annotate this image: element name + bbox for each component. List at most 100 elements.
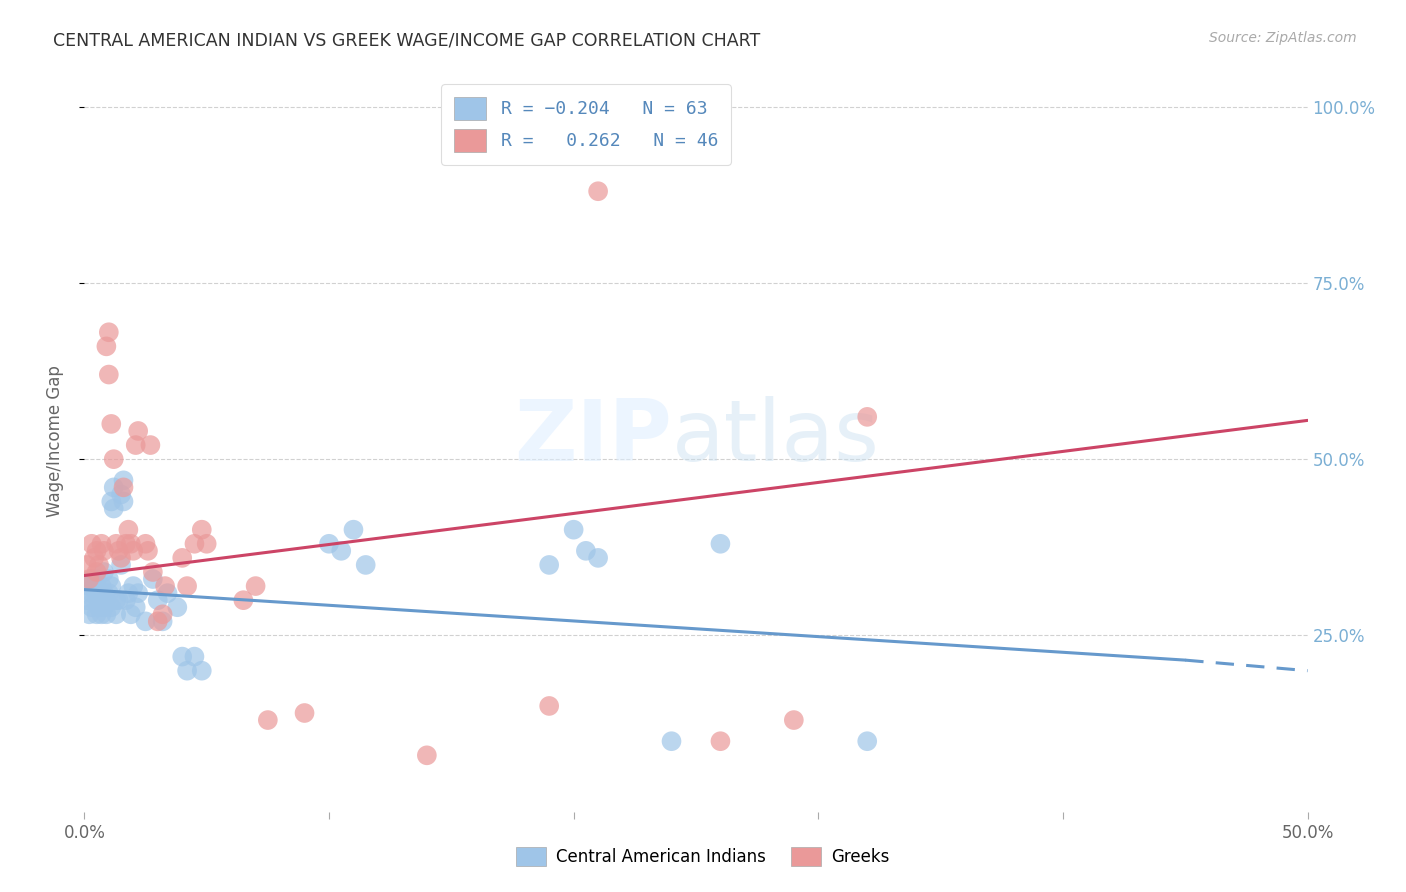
Point — [77, 579, 100, 593]
Legend: R = −0.204   N = 63, R =   0.262   N = 46: R = −0.204 N = 63, R = 0.262 N = 46 — [441, 84, 731, 165]
Point — [80, 537, 103, 551]
Point — [142, 565, 165, 579]
Point — [107, 593, 129, 607]
Point — [97, 325, 120, 339]
Point — [77, 572, 100, 586]
Point — [191, 664, 214, 678]
Point — [110, 550, 132, 565]
Point — [146, 593, 169, 607]
Point — [86, 572, 108, 586]
Point — [416, 748, 439, 763]
Point — [152, 607, 174, 622]
Point — [115, 537, 138, 551]
Point — [294, 706, 316, 720]
Point — [166, 600, 188, 615]
Point — [97, 586, 120, 600]
Point — [136, 544, 159, 558]
Point — [87, 593, 110, 607]
Point — [172, 550, 194, 565]
Point — [191, 523, 214, 537]
Point — [110, 558, 132, 572]
Point — [90, 607, 112, 622]
Point — [575, 544, 598, 558]
Point — [83, 579, 105, 593]
Point — [152, 615, 174, 629]
Point — [135, 537, 157, 551]
Point — [122, 579, 145, 593]
Point — [93, 565, 115, 579]
Point — [156, 586, 179, 600]
Point — [77, 607, 100, 622]
Point — [142, 572, 165, 586]
Point — [125, 438, 148, 452]
Point — [562, 523, 585, 537]
Point — [103, 452, 125, 467]
Text: atlas: atlas — [672, 396, 880, 479]
Point — [115, 593, 138, 607]
Point — [342, 523, 364, 537]
Point — [90, 593, 112, 607]
Point — [112, 494, 135, 508]
Point — [183, 537, 205, 551]
Point — [93, 600, 115, 615]
Point — [856, 409, 879, 424]
Point — [354, 558, 377, 572]
Point — [183, 649, 205, 664]
Point — [100, 417, 122, 431]
Point — [100, 600, 122, 615]
Point — [96, 339, 118, 353]
Text: CENTRAL AMERICAN INDIAN VS GREEK WAGE/INCOME GAP CORRELATION CHART: CENTRAL AMERICAN INDIAN VS GREEK WAGE/IN… — [53, 31, 761, 49]
Point — [76, 593, 98, 607]
Point — [80, 586, 103, 600]
Point — [120, 607, 142, 622]
Point — [105, 593, 128, 607]
Point — [112, 473, 135, 487]
Point — [97, 368, 120, 382]
Point — [127, 424, 149, 438]
Point — [90, 537, 112, 551]
Point — [538, 558, 561, 572]
Point — [586, 550, 609, 565]
Point — [538, 698, 561, 713]
Point — [709, 734, 731, 748]
Point — [87, 558, 110, 572]
Point — [105, 537, 128, 551]
Point — [103, 480, 125, 494]
Point — [330, 544, 353, 558]
Point — [318, 537, 340, 551]
Point — [100, 579, 122, 593]
Point — [586, 184, 609, 198]
Point — [122, 544, 145, 558]
Point — [153, 579, 176, 593]
Point — [709, 537, 731, 551]
Point — [107, 544, 129, 558]
Point — [245, 579, 267, 593]
Point — [117, 586, 139, 600]
Point — [100, 494, 122, 508]
Legend: Central American Indians, Greeks: Central American Indians, Greeks — [510, 840, 896, 873]
Point — [80, 572, 103, 586]
Point — [97, 572, 120, 586]
Point — [80, 600, 103, 615]
Point — [146, 615, 169, 629]
Point — [83, 550, 105, 565]
Point — [87, 586, 110, 600]
Point — [172, 649, 194, 664]
Point — [96, 593, 118, 607]
Point — [257, 713, 280, 727]
Point — [783, 713, 806, 727]
Point — [661, 734, 683, 748]
Point — [86, 607, 108, 622]
Point — [232, 593, 254, 607]
Text: Source: ZipAtlas.com: Source: ZipAtlas.com — [1209, 31, 1357, 45]
Point — [856, 734, 879, 748]
Point — [86, 544, 108, 558]
Text: ZIP: ZIP — [513, 396, 672, 479]
Point — [105, 607, 128, 622]
Point — [86, 586, 108, 600]
Y-axis label: Wage/Income Gap: Wage/Income Gap — [45, 366, 63, 517]
Point — [117, 523, 139, 537]
Point — [120, 537, 142, 551]
Point — [127, 586, 149, 600]
Point — [96, 607, 118, 622]
